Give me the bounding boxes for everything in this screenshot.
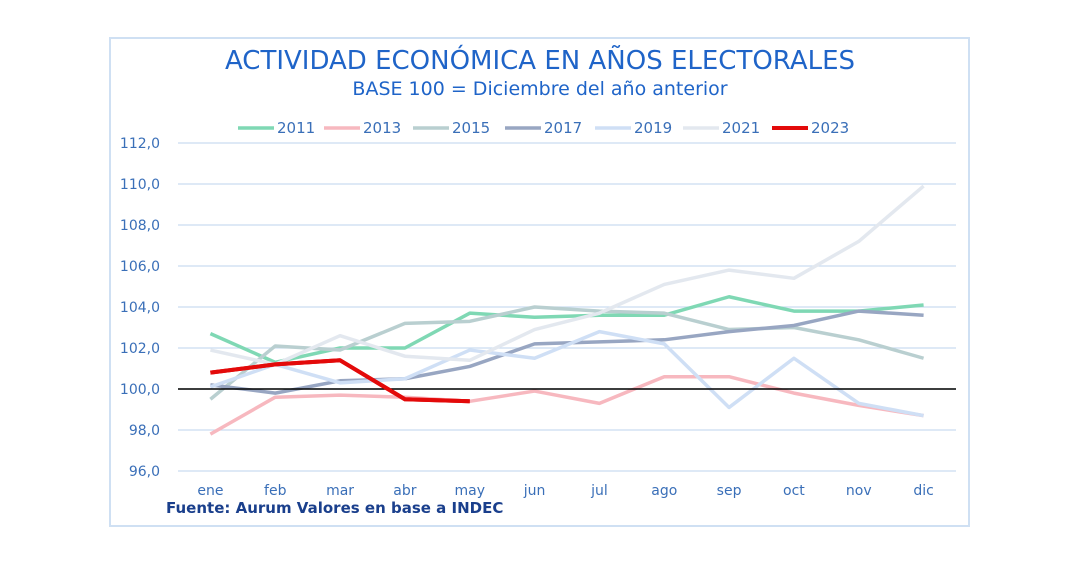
legend-label: 2019	[634, 119, 672, 137]
y-tick-label: 112,0	[120, 136, 160, 152]
y-tick-label: 96,0	[129, 464, 160, 480]
series-line-2017	[210, 309, 924, 395]
chart-title: ACTIVIDAD ECONÓMICA EN AÑOS ELECTORALES	[224, 46, 856, 76]
x-tick-label: oct	[783, 483, 805, 499]
legend-label: 2011	[277, 119, 315, 137]
x-tick-label: feb	[264, 483, 287, 499]
x-tick-label: abr	[393, 483, 416, 499]
legend-label: 2021	[722, 119, 760, 137]
y-tick-label: 104,0	[120, 300, 160, 316]
chart-subtitle: BASE 100 = Diciembre del año anterior	[352, 78, 728, 100]
legend-label: 2023	[811, 119, 849, 137]
series-line-2023-top	[210, 358, 470, 404]
x-tick-label: mar	[326, 483, 354, 499]
series-line-2015	[209, 305, 925, 401]
legend-label: 2017	[544, 119, 582, 137]
x-tick-label: may	[454, 483, 485, 499]
x-tick-label: ene	[197, 483, 223, 499]
x-tick-label: ago	[651, 483, 677, 499]
y-tick-label: 100,0	[120, 382, 160, 398]
y-tick-label: 102,0	[120, 341, 160, 357]
y-tick-label: 106,0	[120, 259, 160, 275]
chart-frame	[109, 37, 970, 527]
x-tick-label: jul	[590, 483, 608, 499]
legend-label: 2013	[363, 119, 401, 137]
x-tick-label: sep	[717, 483, 742, 499]
series-line-2013	[209, 374, 924, 436]
legend-label: 2015	[452, 119, 490, 137]
x-tick-label: dic	[913, 483, 933, 499]
y-tick-label: 108,0	[120, 218, 160, 234]
series-line-2021	[210, 184, 925, 367]
series-line-2019	[209, 329, 924, 418]
y-tick-label: 98,0	[129, 423, 160, 439]
x-tick-label: jun	[523, 483, 546, 499]
x-tick-label: nov	[846, 483, 872, 499]
y-tick-label: 110,0	[120, 177, 160, 193]
chart-source: Fuente: Aurum Valores en base a INDEC	[166, 499, 504, 517]
